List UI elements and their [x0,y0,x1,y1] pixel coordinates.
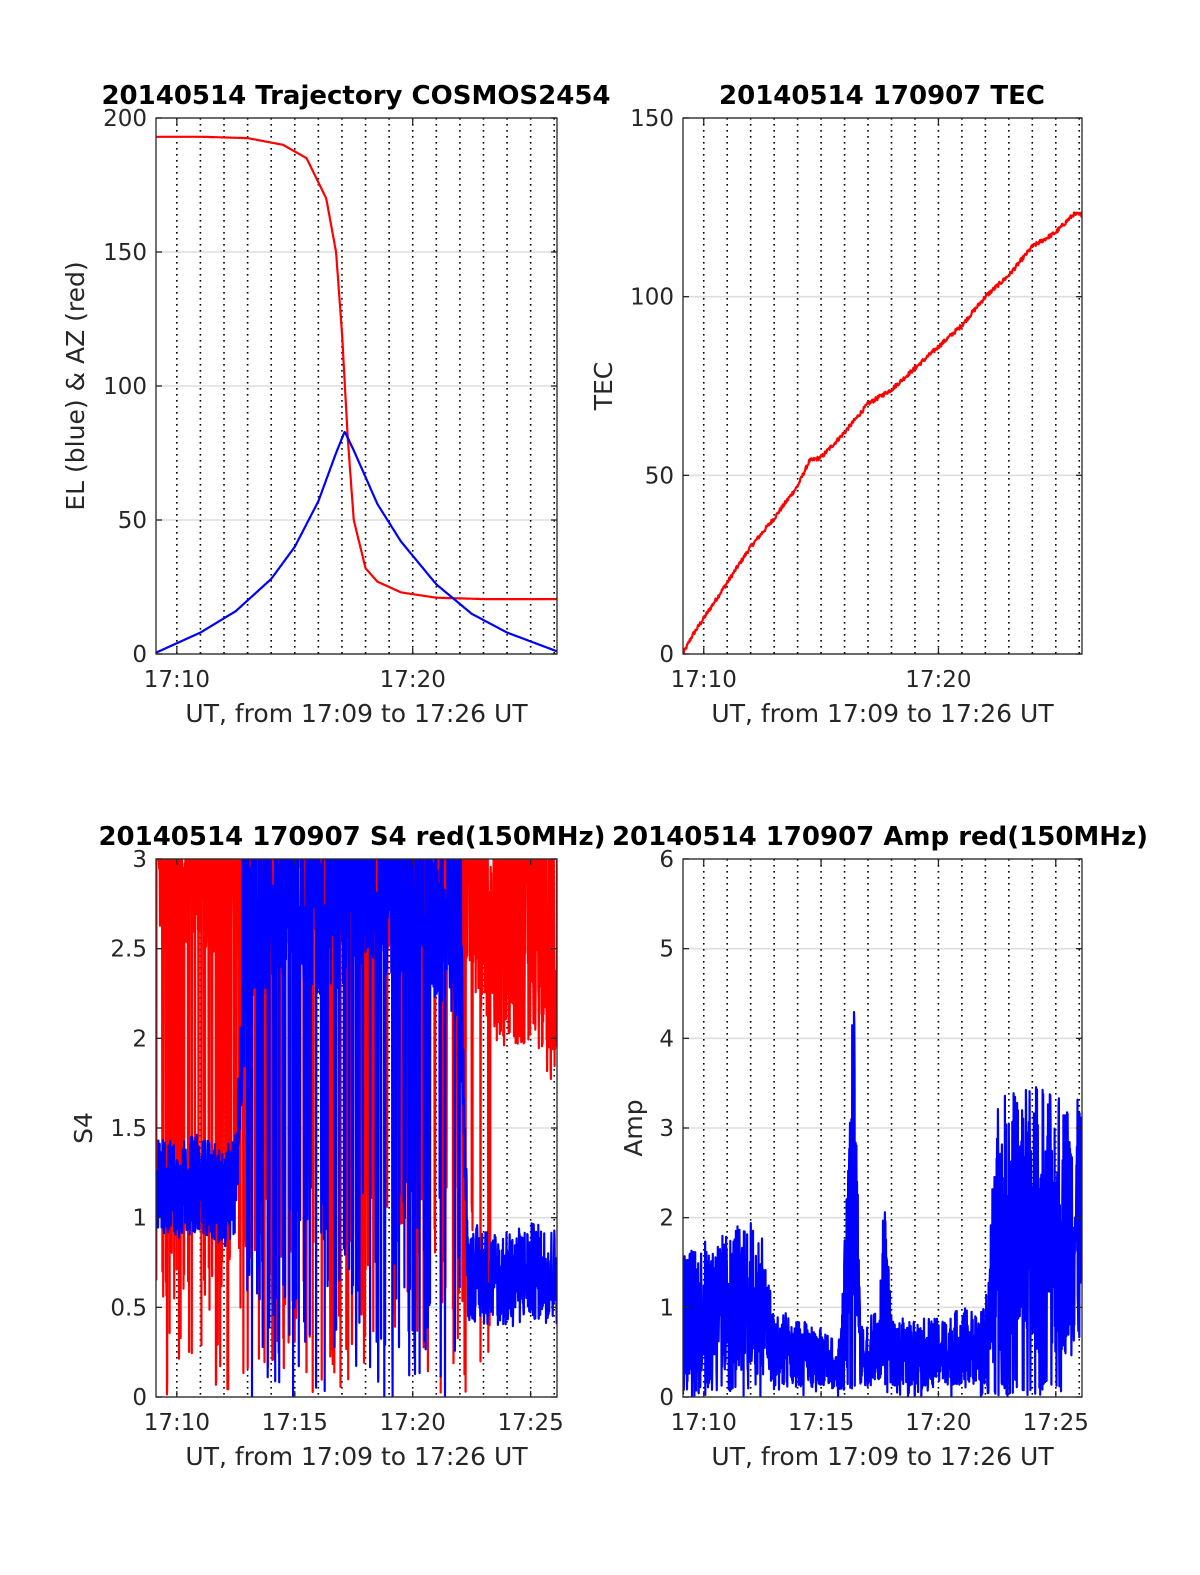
x-tick-label: 17:20 [905,667,971,693]
s4-chart: 0 0.5 1 1.5 2 2.5 3 17:10 17:15 17:20 17:25 201405… [69,822,606,1471]
axis-ticks: 0 1 2 3 4 5 6 17:10 17:15 17:20 17:25 [659,847,1089,1436]
x-tick-label: 17:10 [671,1410,737,1436]
x-axis-label: UT, from 17:09 to 17:26 UT [711,1442,1054,1471]
y-tick-label: 0 [659,642,674,668]
x-axis-label: UT, from 17:09 to 17:26 UT [711,699,1054,728]
y-tick-label: 4 [659,1026,674,1052]
y-axis-label: Amp [619,1099,648,1156]
y-tick-label: 3 [659,1116,674,1142]
y-tick-label: 50 [118,508,147,534]
series-line-0 [156,135,557,601]
y-tick-label: 3 [132,847,147,873]
y-tick-label: 150 [103,240,147,266]
y-tick-label: 50 [645,463,674,489]
y-tick-label: 0 [132,642,147,668]
y-tick-label: 100 [630,285,674,311]
x-axis-label: UT, from 17:09 to 17:26 UT [185,699,528,728]
trajectory-chart: 0 50 100 150 200 17:10 17:20 20140514 Trajecto… [61,81,611,728]
x-tick-label: 17:20 [380,667,446,693]
plot-area [156,135,557,654]
x-tick-label: 17:20 [380,1410,446,1436]
y-tick-label: 200 [103,106,147,132]
y-axis-label: TEC [589,362,618,412]
chart-title: 20140514 Trajectory COSMOS2454 [101,81,610,111]
y-tick-label: 1 [132,1206,147,1232]
plot-area [156,859,557,1397]
plot-area [683,1011,1082,1397]
y-tick-label: 1.5 [110,1116,147,1142]
axis-ticks: 0 50 100 150 200 17:10 17:20 [103,106,557,693]
x-tick-label: 17:10 [144,1410,210,1436]
series-line-1 [156,431,557,654]
plot-area [683,211,1082,654]
y-tick-label: 1 [659,1295,674,1321]
y-tick-label: 2.5 [110,937,147,963]
axis-ticks: 0 0.5 1 1.5 2 2.5 3 17:10 17:15 17:20 17:25 [110,847,563,1436]
x-tick-label: 17:25 [1023,1410,1089,1436]
y-tick-label: 100 [103,374,147,400]
x-tick-label: 17:25 [498,1410,564,1436]
axes-box [682,117,1083,655]
axis-ticks: 0 50 100 150 17:10 17:20 [630,106,1082,693]
series-line-1 [156,859,557,1397]
chart-title: 20140514 170907 S4 red(150MHz) [98,822,605,852]
y-tick-label: 6 [659,847,674,873]
chart-title: 20140514 170907 TEC [719,81,1045,111]
y-tick-label: 5 [659,937,674,963]
series-line-0 [683,211,1082,654]
y-tick-label: 150 [630,106,674,132]
y-axis-label: EL (blue) & AZ (red) [61,261,90,510]
y-tick-label: 0 [132,1385,147,1411]
x-tick-label: 17:15 [262,1410,328,1436]
series-line-0 [683,1011,1082,1397]
y-tick-label: 0 [659,1385,674,1411]
x-tick-label: 17:10 [144,667,210,693]
y-tick-label: 2 [659,1206,674,1232]
x-axis-label: UT, from 17:09 to 17:26 UT [185,1442,528,1471]
y-tick-label: 2 [132,1026,147,1052]
grid [156,117,557,655]
grid [683,117,1082,655]
amp-chart: 0 1 2 3 4 5 6 17:10 17:15 17:20 17:25 20140514 170… [612,822,1148,1471]
x-tick-label: 17:10 [671,667,737,693]
y-axis-label: S4 [69,1112,98,1144]
x-tick-label: 17:20 [905,1410,971,1436]
x-tick-label: 17:15 [788,1410,854,1436]
y-tick-label: 0.5 [110,1295,147,1321]
chart-title: 20140514 170907 Amp red(150MHz) [612,822,1148,852]
